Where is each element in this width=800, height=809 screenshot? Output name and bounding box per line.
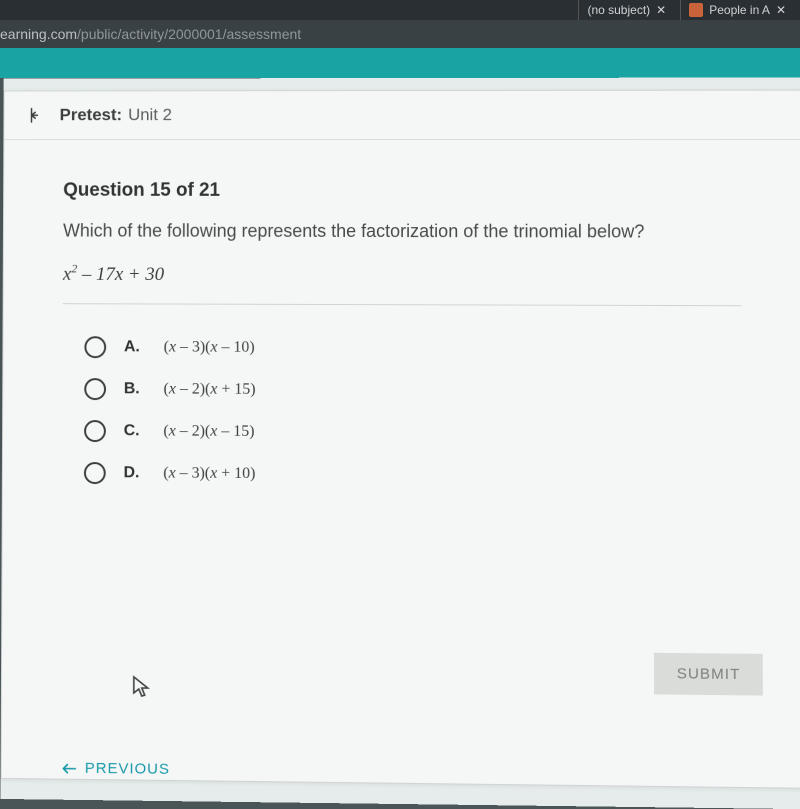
option-letter: C. (124, 423, 146, 441)
header-title-unit: Unit 2 (128, 105, 172, 125)
back-arrow-icon[interactable] (26, 105, 46, 125)
options-list: A. (x – 3)(x – 10) B. (x – 2)(x + 15) C.… (62, 337, 742, 489)
question-number: Question 15 of 21 (63, 180, 741, 203)
divider (63, 304, 742, 307)
radio-icon[interactable] (84, 420, 106, 442)
tab-1-title: (no subject) (587, 3, 650, 17)
header-title-bold: Pretest: (60, 105, 123, 125)
question-prompt: Which of the following represents the fa… (63, 218, 741, 245)
previous-button[interactable]: PREVIOUS (61, 760, 170, 778)
close-icon[interactable]: ✕ (656, 3, 666, 17)
question-body: Question 15 of 21 Which of the following… (3, 140, 800, 489)
previous-label: PREVIOUS (85, 760, 170, 778)
url-path: /public/activity/2000001/assessment (77, 26, 301, 42)
browser-tab-1[interactable]: (no subject) ✕ (578, 0, 674, 20)
submit-button[interactable]: SUBMIT (654, 653, 763, 696)
option-letter: A. (124, 339, 146, 357)
option-text: (x – 3)(x + 10) (163, 465, 255, 484)
people-icon (689, 3, 703, 17)
option-letter: B. (124, 381, 146, 399)
tab-2-title: People in A (709, 3, 770, 17)
card-header: Pretest: Unit 2 (4, 91, 800, 140)
option-text: (x – 3)(x – 10) (164, 339, 255, 357)
option-d[interactable]: D. (x – 3)(x + 10) (84, 462, 742, 488)
browser-tab-2[interactable]: People in A ✕ (680, 0, 794, 20)
option-letter: D. (124, 465, 146, 483)
option-text: (x – 2)(x – 15) (163, 423, 254, 442)
radio-icon[interactable] (84, 462, 106, 484)
arrow-left-icon (61, 761, 77, 775)
option-c[interactable]: C. (x – 2)(x – 15) (84, 420, 742, 446)
address-bar[interactable]: earning.com/public/activity/2000001/asse… (0, 20, 800, 48)
app-top-bar (0, 48, 800, 78)
option-b[interactable]: B. (x – 2)(x + 15) (84, 378, 742, 403)
question-expression: x2 – 17x + 30 (63, 261, 742, 287)
radio-icon[interactable] (84, 378, 106, 400)
close-icon[interactable]: ✕ (776, 3, 786, 17)
cursor-icon (131, 675, 151, 699)
page-background: Pretest: Unit 2 Question 15 of 21 Which … (0, 77, 800, 809)
url-host: earning.com (0, 26, 77, 42)
browser-tab-strip: (no subject) ✕ People in A ✕ (0, 0, 800, 20)
option-text: (x – 2)(x + 15) (164, 381, 256, 399)
option-a[interactable]: A. (x – 3)(x – 10) (84, 337, 741, 362)
assessment-card: Pretest: Unit 2 Question 15 of 21 Which … (1, 90, 800, 789)
radio-icon[interactable] (84, 337, 106, 359)
